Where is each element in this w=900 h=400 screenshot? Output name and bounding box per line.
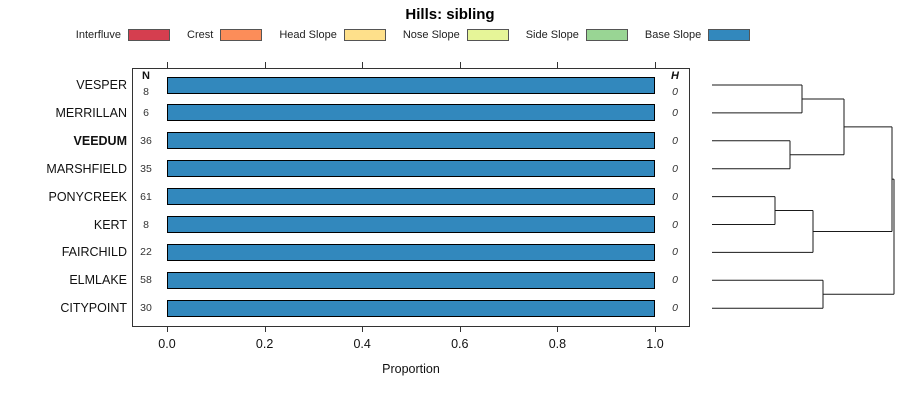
- x-axis-tick-bottom-0.4: [362, 326, 364, 332]
- x-axis-tick-bottom-0.0: [167, 326, 168, 332]
- legend-swatch-interfluve: [128, 29, 171, 41]
- h-column-header: H: [671, 70, 679, 82]
- x-axis-tick-top-0.2: [264, 62, 266, 68]
- legend-item-head-slope: Head Slope: [279, 29, 386, 41]
- legend-item-crest: Crest: [187, 29, 263, 41]
- legend-label: Side Slope: [525, 29, 579, 41]
- h-value-kert: 0: [672, 218, 678, 231]
- bar-segment-vesper-base-slope: [167, 76, 655, 94]
- h-value-ponycreek: 0: [672, 190, 678, 203]
- x-axis-tick-top-1.0: [655, 62, 656, 68]
- n-column-header: N: [142, 70, 150, 82]
- legend-item-base-slope: Base Slope: [644, 29, 751, 41]
- x-axis-tick-label-1.0: 1.0: [646, 337, 664, 351]
- row-label-ponycreek: PONYCREEK: [48, 189, 128, 204]
- legend-item-interfluve: Interfluve: [75, 29, 171, 41]
- x-axis-tick-label-0.0: 0.0: [158, 337, 176, 351]
- bar-segment-elmlake-base-slope: [167, 271, 655, 289]
- x-axis-tick-bottom-1.0: [655, 326, 656, 332]
- legend-item-side-slope: Side Slope: [526, 29, 628, 41]
- legend-swatch-base-slope: [708, 29, 751, 41]
- bar-segment-fairchild-base-slope: [167, 243, 655, 261]
- x-axis-tick-label-0.6: 0.6: [451, 337, 469, 351]
- bar-segment-kert-base-slope: [167, 216, 655, 233]
- legend-swatch-head-slope: [343, 29, 386, 41]
- row-label-veedum: VEEDUM: [73, 133, 127, 148]
- n-value-ponycreek: 61: [140, 190, 152, 203]
- legend-label: Nose Slope: [402, 29, 460, 41]
- x-axis-tick-bottom-0.8: [557, 326, 559, 332]
- h-value-merrillan: 0: [672, 106, 678, 119]
- n-value-veedum: 36: [140, 134, 152, 147]
- legend-swatch-side-slope: [585, 29, 628, 41]
- row-label-vesper: VESPER: [76, 78, 127, 92]
- x-axis-tick-label-0.4: 0.4: [353, 337, 371, 351]
- bar-segment-veedum-base-slope: [167, 132, 655, 150]
- legend: Interfluve Crest Head Slope Nose Slope Side …: [0, 26, 826, 44]
- n-value-marshfield: 35: [140, 162, 152, 175]
- h-value-veedum: 0: [672, 134, 678, 147]
- bar-segment-citypoint-base-slope: [167, 299, 655, 317]
- h-value-elmlake: 0: [672, 274, 678, 287]
- legend-swatch-nose-slope: [466, 29, 509, 41]
- x-axis-tick-top-0.4: [362, 62, 364, 68]
- row-label-elmlake: ELMLAKE: [69, 273, 127, 288]
- bar-segment-ponycreek-base-slope: [167, 188, 655, 206]
- legend-item-nose-slope: Nose Slope: [403, 29, 509, 41]
- x-axis-tick-top-0.0: [167, 62, 168, 68]
- n-value-merrillan: 6: [143, 106, 149, 119]
- n-value-citypoint: 30: [140, 302, 152, 315]
- legend-label: Base Slope: [644, 29, 702, 41]
- n-value-vesper: 8: [143, 86, 149, 98]
- n-value-kert: 8: [143, 218, 149, 231]
- legend-label: Head Slope: [279, 29, 337, 41]
- x-axis-tick-label-0.8: 0.8: [548, 337, 567, 351]
- x-axis-tick-top-0.8: [557, 62, 559, 68]
- row-label-marshfield: MARSHFIELD: [46, 161, 127, 176]
- x-axis-tick-bottom-0.6: [459, 326, 461, 332]
- chart-title: Hills: sibling: [405, 6, 495, 23]
- row-label-kert: KERT: [93, 217, 127, 232]
- h-value-marshfield: 0: [672, 162, 678, 175]
- x-axis-title: Proportion: [382, 362, 440, 376]
- legend-swatch-crest: [220, 29, 263, 41]
- x-axis-tick-label-0.2: 0.2: [255, 337, 274, 351]
- h-value-citypoint: 0: [672, 302, 678, 315]
- h-value-vesper: 0: [672, 86, 678, 98]
- x-axis-tick-bottom-0.2: [264, 326, 266, 332]
- row-label-citypoint: CITYPOINT: [60, 301, 127, 316]
- x-axis-tick-top-0.6: [459, 62, 461, 68]
- h-value-fairchild: 0: [672, 246, 678, 259]
- bar-segment-merrillan-base-slope: [167, 104, 655, 122]
- bar-segment-marshfield-base-slope: [167, 160, 655, 178]
- legend-label: Interfluve: [75, 29, 122, 41]
- legend-label: Crest: [187, 29, 214, 41]
- row-label-merrillan: MERRILLAN: [55, 105, 127, 120]
- row-label-fairchild: FAIRCHILD: [61, 245, 127, 260]
- n-value-fairchild: 22: [140, 246, 152, 259]
- n-value-elmlake: 58: [140, 274, 152, 287]
